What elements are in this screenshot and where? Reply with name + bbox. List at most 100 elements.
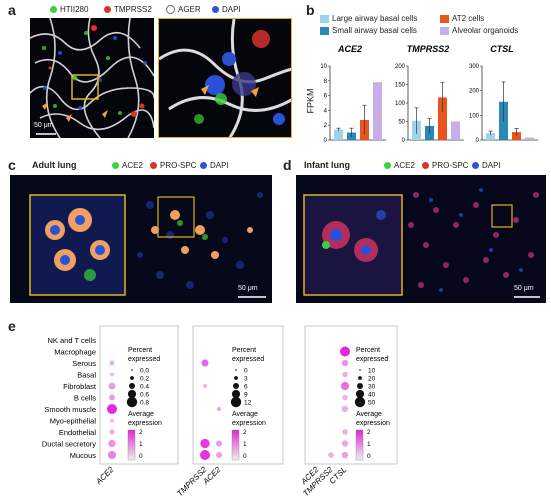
expression-dot [341, 451, 349, 459]
color-legend-tick: 2 [139, 429, 143, 436]
y-tick-label: 10 [320, 64, 327, 70]
cell-type-label: Smooth muscle [44, 405, 96, 414]
expression-dot [342, 394, 348, 401]
bar-chart-title: TMPRSS2 [407, 44, 450, 54]
ace2-dot-icon [384, 162, 391, 169]
y-tick-label: 50 [398, 120, 405, 126]
size-legend-dot [234, 376, 238, 380]
size-legend-label: 0.2 [140, 376, 149, 383]
panel-c-micrograph: 50 μm [10, 175, 272, 303]
cell-type-label: Fibroblast [63, 382, 97, 391]
size-legend-label: 0.4 [140, 384, 149, 391]
legend-label: DAPI [222, 5, 241, 14]
size-legend-label: 0.0 [140, 368, 149, 375]
expression-dot [200, 438, 210, 449]
expression-dot [216, 406, 222, 412]
color-legend-tick: 0 [139, 453, 143, 460]
cell-type-label: Myo-epithelial [50, 417, 97, 426]
legend-large-airway: Large airway basal cells [320, 14, 417, 23]
legend-label: Small airway basal cells [332, 26, 417, 35]
panel-d-inset [303, 194, 403, 296]
gene-axis-label: ACE2 [94, 465, 116, 487]
legend-label: TMPRSS2 [114, 5, 152, 14]
size-legend-dot [233, 383, 239, 389]
expression-dot [200, 450, 210, 460]
bar-large-airway-basal-cells [334, 129, 343, 140]
panel-e-letter: e [8, 318, 16, 334]
expression-dot [110, 418, 114, 423]
panel-d-letter: d [283, 157, 292, 173]
expression-dot [107, 404, 117, 414]
size-legend-label: 20 [368, 376, 376, 383]
dot-plot-frame [99, 325, 179, 465]
expression-dot [340, 346, 350, 357]
panel-a-tissue-image [30, 18, 154, 138]
percent-legend-title: Percent [356, 347, 380, 354]
size-legend-label: 0.6 [140, 392, 149, 399]
y-tick-label: 6 [324, 94, 328, 100]
legend-ager: AGER [166, 5, 201, 14]
size-legend-dot [127, 389, 137, 399]
legend-dapi-d: DAPI [472, 161, 501, 170]
average-legend-title: expression [232, 420, 266, 427]
panel-b-letter: b [306, 2, 315, 18]
swatch-icon [320, 26, 329, 35]
cell-type-label: Ductal secretory [42, 440, 96, 449]
swatch-icon [440, 14, 449, 23]
color-legend-tick: 1 [243, 441, 247, 448]
panel-a-inset-box [71, 74, 99, 100]
expression-dot [110, 372, 114, 377]
cell-type-label: Mucous [70, 451, 97, 460]
y-tick-label: 4 [324, 108, 328, 114]
panel-b-bar-charts: ACE2 0 2 4 6 8 10 TMPRSS2 0 50 100 150 200 CTSL 0 100 20… [320, 44, 538, 144]
legend-label: AGER [178, 5, 201, 14]
cell-type-label: B cells [74, 394, 96, 403]
legend-prospc: PRO-SPC [150, 161, 196, 170]
ace2-dot-icon [112, 162, 119, 169]
bar-chart-title: ACE2 [337, 44, 362, 54]
y-tick-label: 200 [469, 89, 480, 95]
expression-dot [341, 405, 349, 413]
color-legend-tick: 0 [243, 453, 247, 460]
tmprss2-dot-icon [104, 6, 111, 13]
average-legend-title: Average [232, 411, 258, 418]
legend-ace2-d: ACE2 [384, 161, 415, 170]
expression-dot [216, 440, 222, 447]
legend-organoids: Alveolar organoids [440, 26, 518, 35]
expression-dot [109, 394, 115, 401]
dot-plot-frame [304, 325, 398, 465]
panel-d-scale: 50 μm [514, 285, 534, 292]
y-tick-label: 300 [469, 64, 480, 70]
size-legend-label: 0 [244, 368, 248, 375]
y-tick-label: 2 [324, 123, 328, 129]
size-legend-label: 3 [244, 376, 248, 383]
expression-dot [328, 452, 334, 458]
panel-d-micrograph: 50 μm [296, 175, 546, 303]
color-legend-tick: 0 [367, 453, 371, 460]
bar-at2-cells [438, 97, 447, 140]
cell-type-label: NK and T cells [48, 336, 97, 345]
average-color-bar [127, 429, 136, 461]
expression-dot [342, 429, 348, 435]
legend-label: DAPI [482, 161, 501, 170]
dot-plot-frame [192, 325, 284, 465]
panel-c-legend: ACE2 PRO-SPC DAPI [112, 161, 272, 173]
size-legend-label: 6 [244, 384, 248, 391]
size-legend-dot [358, 376, 362, 380]
swatch-icon [440, 26, 449, 35]
panel-d-legend: ACE2 PRO-SPC DAPI [384, 161, 544, 173]
panel-c-title: Adult lung [32, 160, 77, 170]
size-legend-label: 0.8 [140, 400, 149, 407]
legend-label: Alveolar organoids [452, 26, 519, 35]
legend-label: Large airway basal cells [332, 14, 418, 23]
panel-e-dot-plots: NK and T cells Macrophage Serous Basal Fibro… [42, 325, 398, 498]
legend-small-airway: Small airway basal cells [320, 26, 417, 35]
expression-dot [341, 359, 349, 367]
expression-dot [216, 452, 222, 458]
panel-a-zoom-image [159, 19, 291, 137]
y-tick-label: 0 [402, 138, 406, 144]
expression-dot [342, 371, 348, 378]
legend-prospc-d: PRO-SPC [422, 161, 468, 170]
expression-dot [108, 439, 116, 448]
color-legend-tick: 1 [367, 441, 371, 448]
